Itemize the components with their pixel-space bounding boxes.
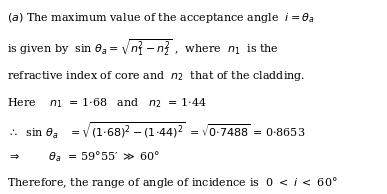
Text: is given by  sin $\theta_a = \sqrt{n_1^2 - n_2^2}$ ,  where  $n_1$  is the: is given by sin $\theta_a = \sqrt{n_1^2 … [7, 37, 279, 58]
Text: refractive index of core and  $n_2$  that of the cladding.: refractive index of core and $n_2$ that … [7, 69, 305, 83]
Text: $\therefore$  sin $\theta_a$   $= \sqrt{(1{\cdot}68)^2 - (1{\cdot}44)^2}$ $= \sq: $\therefore$ sin $\theta_a$ $= \sqrt{(1{… [7, 120, 305, 140]
Text: Here    $n_1$  = 1$\cdot$68   and   $n_2$  = 1$\cdot$44: Here $n_1$ = 1$\cdot$68 and $n_2$ = 1$\c… [7, 96, 207, 110]
Text: $\Rightarrow$        $\theta_a$  = 59°55′ $\gg$ 60°: $\Rightarrow$ $\theta_a$ = 59°55′ $\gg$ … [7, 149, 161, 164]
Text: $(a)$ The maximum value of the acceptance angle  $i = \theta_a$: $(a)$ The maximum value of the acceptanc… [7, 11, 315, 25]
Text: Therefore, the range of angle of incidence is  0 $<$ $i$ $<$ 60°: Therefore, the range of angle of inciden… [7, 175, 337, 190]
